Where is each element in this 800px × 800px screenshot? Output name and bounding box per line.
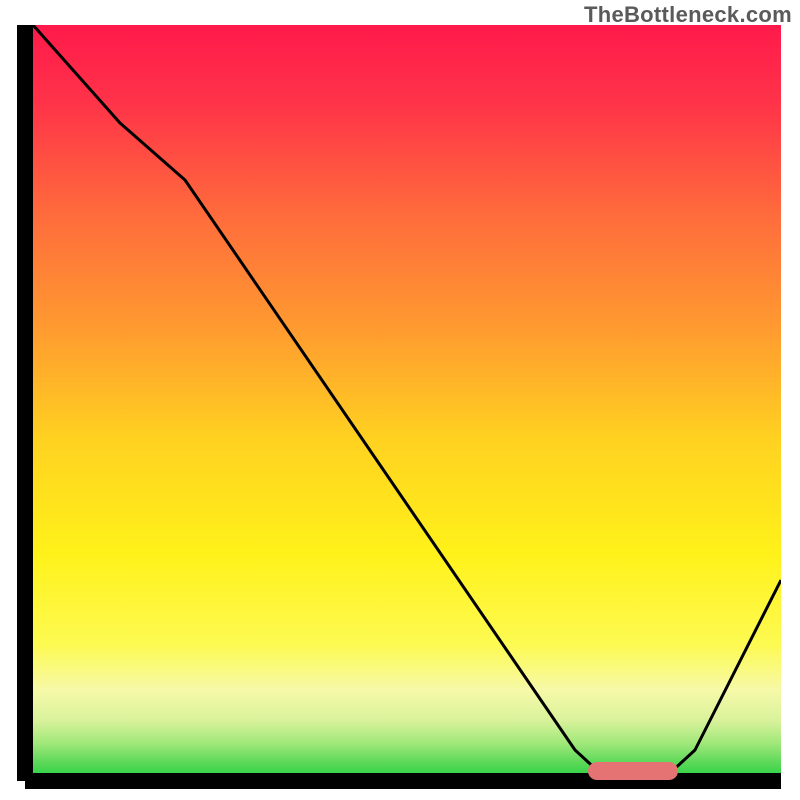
optimal-marker <box>588 762 678 780</box>
watermark-text: TheBottleneck.com <box>584 2 792 28</box>
chart-root: TheBottleneck.com <box>0 0 800 800</box>
chart-svg <box>0 0 800 800</box>
